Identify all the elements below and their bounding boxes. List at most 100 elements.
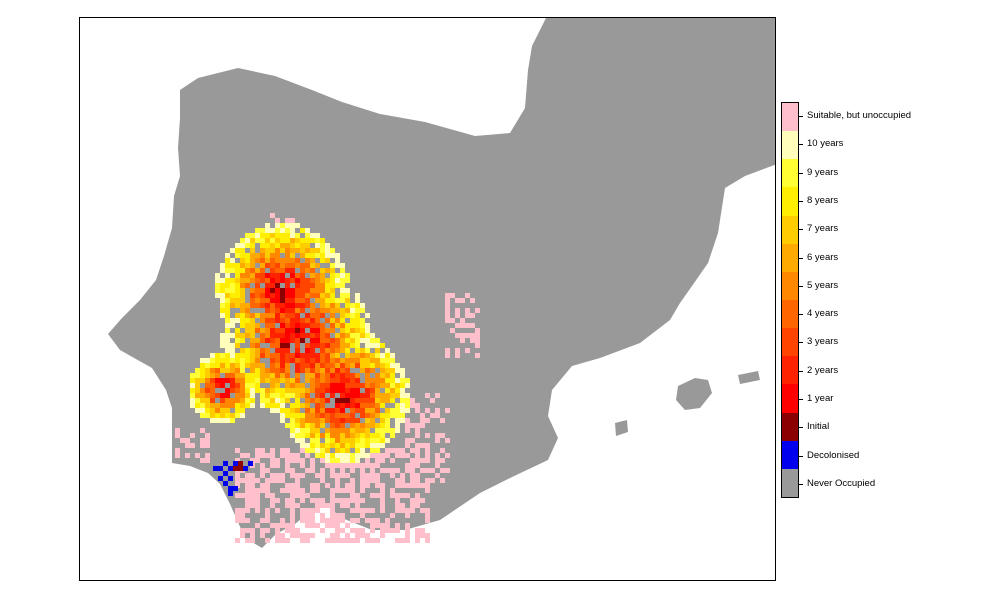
grid-cell: [470, 313, 475, 318]
grid-cell: [385, 358, 390, 363]
grid-cell: [310, 353, 315, 358]
grid-cell: [280, 388, 285, 393]
grid-cell: [345, 458, 350, 463]
grid-cell: [350, 418, 355, 423]
grid-cell: [260, 453, 265, 458]
grid-cell: [335, 378, 340, 383]
grid-cell: [325, 398, 330, 403]
grid-cell: [235, 448, 240, 453]
grid-cell: [355, 428, 360, 433]
grid-cell: [330, 423, 335, 428]
grid-cell: [315, 313, 320, 318]
grid-cell: [370, 353, 375, 358]
grid-cell: [345, 338, 350, 343]
grid-cell: [375, 378, 380, 383]
grid-cell: [275, 298, 280, 303]
grid-cell: [255, 293, 260, 298]
grid-cell: [290, 318, 295, 323]
grid-cell: [365, 533, 370, 538]
grid-cell: [245, 268, 250, 273]
grid-cell: [375, 478, 380, 483]
grid-cell: [375, 493, 380, 498]
grid-cell: [210, 413, 215, 418]
grid-cell: [320, 468, 325, 473]
grid-cell: [305, 378, 310, 383]
legend-swatch-never-occupied: [782, 468, 798, 497]
grid-cell: [395, 428, 400, 433]
grid-cell: [265, 263, 270, 268]
grid-cell: [220, 398, 225, 403]
grid-cell: [235, 413, 240, 418]
grid-cell: [315, 363, 320, 368]
grid-cell: [235, 388, 240, 393]
grid-cell: [330, 473, 335, 478]
grid-cell: [370, 418, 375, 423]
grid-cell: [340, 498, 345, 503]
grid-cell: [315, 448, 320, 453]
grid-cell: [375, 423, 380, 428]
grid-cell: [465, 333, 470, 338]
grid-cell: [360, 398, 365, 403]
legend-swatch-y10: [782, 131, 798, 160]
grid-cell: [330, 463, 335, 468]
grid-cell: [275, 218, 280, 223]
grid-cell: [245, 483, 250, 488]
grid-cell: [355, 348, 360, 353]
legend-label-y8: 8 years: [807, 195, 839, 206]
grid-cell: [275, 273, 280, 278]
grid-cell: [445, 313, 450, 318]
grid-cell: [380, 428, 385, 433]
grid-cell: [350, 483, 355, 488]
grid-cell: [345, 373, 350, 378]
grid-cell: [285, 333, 290, 338]
grid-cell: [210, 418, 215, 423]
grid-cell: [250, 363, 255, 368]
grid-cell: [335, 433, 340, 438]
grid-cell: [315, 483, 320, 488]
grid-cell: [305, 303, 310, 308]
grid-cell: [250, 273, 255, 278]
grid-cell: [275, 343, 280, 348]
grid-cell: [320, 448, 325, 453]
legend-label-initial: Initial: [807, 421, 830, 432]
grid-cell: [300, 238, 305, 243]
grid-cell: [260, 463, 265, 468]
grid-cell: [265, 308, 270, 313]
grid-cell: [270, 298, 275, 303]
grid-cell: [365, 413, 370, 418]
grid-cell: [350, 433, 355, 438]
grid-cell: [350, 383, 355, 388]
grid-cell: [275, 338, 280, 343]
grid-cell: [340, 323, 345, 328]
grid-cell: [365, 408, 370, 413]
grid-cell: [335, 338, 340, 343]
grid-cell: [425, 478, 430, 483]
grid-cell: [340, 468, 345, 473]
grid-cell: [240, 243, 245, 248]
grid-cell: [235, 378, 240, 383]
grid-cell: [290, 378, 295, 383]
grid-cell: [325, 368, 330, 373]
grid-cell: [215, 403, 220, 408]
grid-cell: [205, 413, 210, 418]
grid-cell: [270, 283, 275, 288]
grid-cell: [355, 293, 360, 298]
grid-cell: [275, 498, 280, 503]
grid-cell: [360, 408, 365, 413]
grid-cell: [365, 443, 370, 448]
grid-cell: [425, 508, 430, 513]
grid-cell: [290, 468, 295, 473]
grid-cell: [245, 373, 250, 378]
grid-cell: [215, 288, 220, 293]
grid-cell: [280, 533, 285, 538]
grid-cell: [300, 383, 305, 388]
grid-cell: [395, 503, 400, 508]
grid-cell: [290, 303, 295, 308]
grid-cell: [205, 363, 210, 368]
grid-cell: [340, 413, 345, 418]
grid-cell: [240, 398, 245, 403]
grid-cell: [380, 453, 385, 458]
grid-cell: [285, 338, 290, 343]
grid-cell: [350, 358, 355, 363]
grid-cell: [245, 528, 250, 533]
